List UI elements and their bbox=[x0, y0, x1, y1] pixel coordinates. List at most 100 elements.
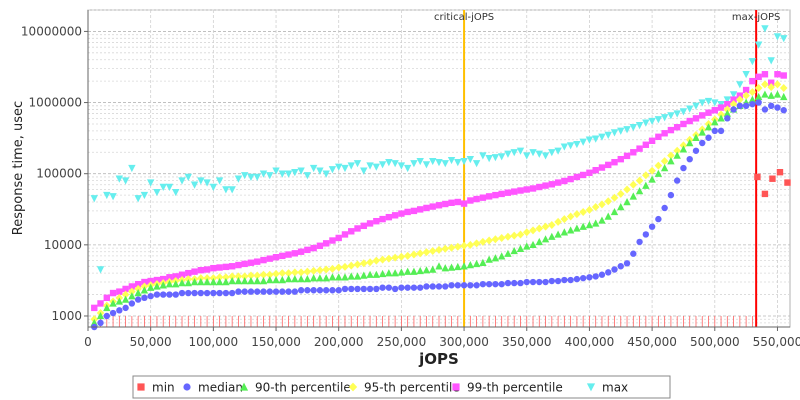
data-point bbox=[291, 288, 299, 295]
data-point bbox=[284, 269, 293, 278]
data-point bbox=[591, 203, 600, 212]
data-point bbox=[598, 271, 606, 278]
data-point bbox=[541, 222, 550, 231]
data-point bbox=[654, 116, 663, 124]
y-tick-label: 100000 bbox=[36, 167, 82, 181]
data-point bbox=[604, 197, 613, 206]
data-point bbox=[711, 99, 719, 107]
data-point bbox=[573, 224, 581, 232]
data-point bbox=[304, 246, 311, 254]
data-point bbox=[322, 240, 330, 247]
data-point bbox=[699, 139, 706, 147]
data-point bbox=[216, 289, 223, 297]
x-tick-label: 350,000 bbox=[502, 335, 552, 349]
data-point bbox=[203, 179, 211, 187]
data-point bbox=[761, 80, 769, 89]
data-point bbox=[272, 254, 280, 261]
data-point bbox=[454, 159, 462, 167]
data-point bbox=[347, 272, 355, 280]
data-point bbox=[573, 173, 581, 181]
data-point bbox=[655, 215, 662, 223]
legend-marker bbox=[348, 382, 358, 392]
data-point bbox=[410, 160, 418, 168]
data-point bbox=[215, 177, 224, 185]
data-point bbox=[441, 244, 450, 253]
data-point bbox=[222, 289, 230, 297]
data-point bbox=[404, 284, 411, 291]
data-point bbox=[435, 202, 443, 209]
data-point bbox=[629, 124, 638, 132]
data-point bbox=[429, 265, 437, 273]
data-point bbox=[767, 79, 775, 86]
legend-item: 95-th percentile bbox=[348, 381, 460, 395]
data-point bbox=[460, 200, 468, 207]
data-point bbox=[736, 81, 744, 89]
data-point bbox=[541, 235, 550, 243]
x-axis-title: jOPS bbox=[418, 350, 459, 368]
data-point bbox=[467, 197, 474, 204]
data-point bbox=[191, 289, 198, 297]
data-point bbox=[541, 152, 550, 160]
data-point bbox=[391, 269, 399, 277]
data-point bbox=[234, 175, 243, 183]
data-point bbox=[729, 100, 738, 109]
data-point bbox=[479, 280, 487, 288]
data-point bbox=[166, 274, 173, 281]
data-point bbox=[391, 212, 399, 219]
data-point bbox=[134, 280, 142, 288]
legend-marker bbox=[586, 383, 596, 392]
data-point bbox=[328, 166, 337, 174]
data-point bbox=[109, 289, 117, 297]
data-point bbox=[592, 166, 599, 174]
data-point bbox=[140, 286, 149, 294]
data-point bbox=[673, 177, 681, 184]
data-point bbox=[454, 282, 462, 289]
data-point bbox=[247, 259, 255, 266]
data-point bbox=[686, 117, 693, 125]
data-point bbox=[510, 149, 518, 157]
data-point bbox=[516, 244, 525, 252]
data-point bbox=[561, 177, 568, 185]
data-point bbox=[529, 278, 537, 286]
data-point bbox=[159, 183, 167, 192]
data-point bbox=[610, 193, 619, 202]
data-point bbox=[190, 278, 199, 286]
data-point bbox=[761, 90, 769, 98]
data-point bbox=[116, 307, 123, 314]
data-point bbox=[334, 263, 343, 272]
data-point bbox=[140, 191, 149, 200]
data-point bbox=[780, 72, 787, 79]
data-point bbox=[240, 277, 249, 285]
data-point bbox=[222, 278, 230, 286]
data-point bbox=[535, 224, 544, 233]
data-point bbox=[366, 270, 374, 278]
data-point bbox=[391, 285, 399, 293]
data-point bbox=[767, 91, 775, 99]
data-point bbox=[291, 275, 299, 283]
data-point bbox=[479, 194, 487, 201]
data-point bbox=[379, 284, 386, 291]
data-point bbox=[761, 71, 769, 78]
data-point bbox=[398, 284, 405, 291]
reference-lines: critical-jOPS max-jOPS bbox=[434, 10, 780, 327]
data-point bbox=[767, 57, 775, 65]
data-point bbox=[260, 288, 267, 295]
data-point bbox=[278, 170, 287, 178]
data-point bbox=[611, 266, 618, 273]
data-point bbox=[542, 278, 549, 286]
data-point bbox=[197, 177, 205, 185]
data-point bbox=[410, 267, 418, 275]
data-point bbox=[366, 285, 374, 293]
data-point bbox=[699, 112, 706, 119]
data-point bbox=[617, 203, 625, 211]
data-point bbox=[134, 289, 142, 297]
data-point bbox=[103, 312, 111, 320]
data-point bbox=[761, 190, 769, 198]
data-point bbox=[491, 235, 500, 244]
data-point bbox=[435, 262, 443, 270]
data-point bbox=[761, 25, 769, 33]
x-tick-label: 200,000 bbox=[314, 335, 364, 349]
data-point bbox=[216, 264, 223, 271]
data-point bbox=[203, 266, 211, 273]
data-point bbox=[560, 143, 569, 151]
